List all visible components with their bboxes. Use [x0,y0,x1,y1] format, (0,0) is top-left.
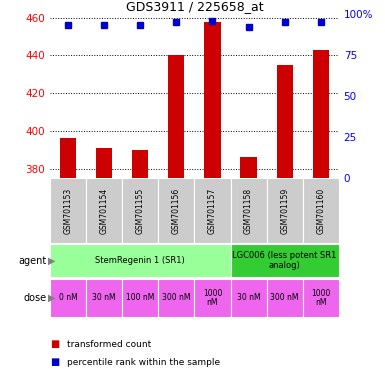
Bar [122,178,158,243]
Bar [168,55,184,178]
Text: StemRegenin 1 (SR1): StemRegenin 1 (SR1) [95,256,185,265]
Bar [303,178,339,243]
Text: ■: ■ [50,357,59,367]
Title: GDS3911 / 225658_at: GDS3911 / 225658_at [126,0,263,13]
Text: ▶: ▶ [48,255,55,265]
Bar [194,279,231,317]
Text: GSM701159: GSM701159 [280,187,289,233]
Bar [60,138,76,178]
Text: ▶: ▶ [48,293,55,303]
Text: 0 nM: 0 nM [59,293,77,303]
Bar [50,244,231,277]
Text: GSM701153: GSM701153 [64,187,73,233]
Bar [132,150,148,178]
Text: GSM701158: GSM701158 [244,187,253,233]
Bar [266,279,303,317]
Bar [231,279,266,317]
Text: GSM701155: GSM701155 [136,187,145,233]
Bar [313,50,329,178]
Text: 30 nM: 30 nM [92,293,116,303]
Text: LGC006 (less potent SR1
analog): LGC006 (less potent SR1 analog) [233,251,337,270]
Text: transformed count: transformed count [67,340,152,349]
Bar [122,279,158,317]
Text: dose: dose [23,293,46,303]
Text: percentile rank within the sample: percentile rank within the sample [67,358,221,367]
Text: 300 nM: 300 nM [162,293,191,303]
Bar [266,178,303,243]
Bar [158,279,194,317]
Bar [204,22,221,178]
Text: GSM701157: GSM701157 [208,187,217,233]
Bar [276,65,293,178]
Text: 300 nM: 300 nM [270,293,299,303]
Text: GSM701160: GSM701160 [316,187,325,233]
Text: GSM701154: GSM701154 [100,187,109,233]
Text: agent: agent [18,255,46,265]
Bar [50,279,86,317]
Text: 1000
nM: 1000 nM [203,289,222,307]
Bar [86,279,122,317]
Bar [231,178,266,243]
Bar [96,148,112,178]
Bar [86,178,122,243]
Text: ■: ■ [50,339,59,349]
Bar [194,178,231,243]
Bar [303,279,339,317]
Bar [158,178,194,243]
Text: GSM701156: GSM701156 [172,187,181,233]
Bar [231,244,339,277]
Text: 30 nM: 30 nM [237,293,260,303]
Text: 100 nM: 100 nM [126,293,154,303]
Text: 1000
nM: 1000 nM [311,289,330,307]
Bar [50,178,86,243]
Bar [241,157,257,178]
